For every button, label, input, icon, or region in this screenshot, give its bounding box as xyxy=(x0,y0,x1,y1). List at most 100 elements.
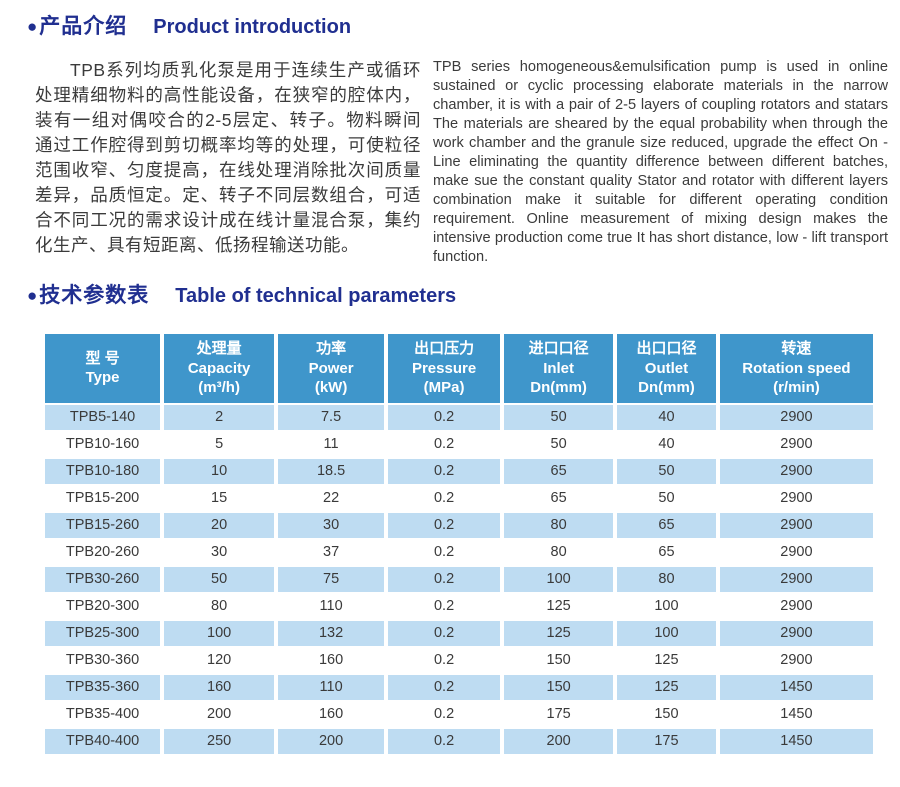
cell-rotation-speed: 2900 xyxy=(717,484,873,513)
column-header-inlet-unit-label: Dn(mm) xyxy=(530,379,587,396)
cell-pressure: 0.2 xyxy=(386,538,505,567)
cell-inlet: 200 xyxy=(502,727,618,756)
cell-outlet: 125 xyxy=(615,673,720,702)
cell-power: 18.5 xyxy=(276,457,389,486)
column-header-capacity-unit-label: (m³/h) xyxy=(198,379,240,396)
cell-power: 160 xyxy=(276,646,389,675)
column-header-rotation-speed-cn-label: 转速 xyxy=(781,340,812,357)
cell-inlet: 175 xyxy=(502,700,618,729)
technical-parameters-title-en: Table of technical parameters xyxy=(175,285,457,307)
column-header-rotation-speed-en-label: Rotation speed xyxy=(742,359,851,377)
column-header-outlet-unit-label: Dn(mm) xyxy=(638,379,695,396)
cell-type: TPB20-300 xyxy=(45,592,165,621)
cell-rotation-speed: 2900 xyxy=(717,457,873,486)
cell-pressure: 0.2 xyxy=(386,592,505,621)
column-header-outlet-en-label: Outlet xyxy=(644,359,689,377)
cell-inlet: 80 xyxy=(502,511,618,540)
cell-outlet: 100 xyxy=(615,619,720,648)
cell-inlet: 125 xyxy=(502,619,618,648)
column-header-type-cn-label: 型 号 xyxy=(85,349,120,367)
product-introduction-title-en: Product introduction xyxy=(153,16,352,38)
cell-rotation-speed: 2900 xyxy=(717,646,873,675)
cell-type: TPB10-160 xyxy=(45,430,165,459)
table-row-TPB30-360: TPB30-360 120 160 0.2 150 125 2900 xyxy=(45,646,873,675)
technical-parameters-table: 型 号 Type 处理量 Capacity (m³/h) 功率 Power (kW) 出口压力 P… xyxy=(45,334,873,756)
technical-parameters-title-cn: 技术参数表 xyxy=(39,284,150,307)
cell-capacity: 200 xyxy=(162,700,279,729)
table-row-TPB20-260: TPB20-260 30 37 0.2 80 65 2900 xyxy=(45,538,873,567)
cell-type: TPB40-400 xyxy=(45,727,165,756)
cell-power: 22 xyxy=(276,484,389,513)
cell-capacity: 15 xyxy=(162,484,279,513)
column-header-power-unit-label: (kW) xyxy=(314,379,348,396)
table-header-row: 型 号 Type 处理量 Capacity (m³/h) 功率 Power (kW) 出口压力 P… xyxy=(45,334,873,405)
cell-capacity: 5 xyxy=(162,430,279,459)
column-header-pressure-unit-label: (MPa) xyxy=(423,379,465,396)
column-header-type-en-label: Type xyxy=(85,369,120,387)
cell-outlet: 40 xyxy=(615,430,720,459)
cell-inlet: 125 xyxy=(502,592,618,621)
introduction-paragraph-english: TPB series homogeneous&emulsification pu… xyxy=(433,59,888,265)
cell-pressure: 0.2 xyxy=(386,673,505,702)
table-row-TPB15-260: TPB15-260 20 30 0.2 80 65 2900 xyxy=(45,511,873,540)
cell-capacity: 20 xyxy=(162,511,279,540)
cell-outlet: 65 xyxy=(615,511,720,540)
cell-inlet: 50 xyxy=(502,403,618,432)
cell-power: 200 xyxy=(276,727,389,756)
cell-outlet: 100 xyxy=(615,592,720,621)
table-row-TPB5-140: TPB5-140 2 7.5 0.2 50 40 2900 xyxy=(45,403,873,432)
column-header-power: 功率 Power (kW) xyxy=(276,334,389,405)
cell-type: TPB10-180 xyxy=(45,457,165,486)
cell-pressure: 0.2 xyxy=(386,484,505,513)
cell-pressure: 0.2 xyxy=(386,619,505,648)
cell-type: TPB15-200 xyxy=(45,484,165,513)
cell-rotation-speed: 1450 xyxy=(717,727,873,756)
cell-power: 110 xyxy=(276,673,389,702)
cell-type: TPB15-260 xyxy=(45,511,165,540)
cell-pressure: 0.2 xyxy=(386,457,505,486)
table-row-TPB25-300: TPB25-300 100 132 0.2 125 100 2900 xyxy=(45,619,873,648)
cell-rotation-speed: 2900 xyxy=(717,511,873,540)
cell-outlet: 40 xyxy=(615,403,720,432)
cell-rotation-speed: 2900 xyxy=(717,565,873,594)
introduction-columns: TPB系列均质乳化泵是用于连续生产或循环处理精细物料的高性能设备，在狭窄的腔体内… xyxy=(35,58,888,267)
column-header-rotation-speed: 转速 Rotation speed (r/min) xyxy=(717,334,873,405)
cell-inlet: 150 xyxy=(502,673,618,702)
table-row-TPB40-400: TPB40-400 250 200 0.2 200 175 1450 xyxy=(45,727,873,756)
column-header-pressure-en-label: Pressure xyxy=(411,359,477,377)
bullet-icon: ● xyxy=(27,17,38,36)
cell-inlet: 100 xyxy=(502,565,618,594)
column-header-inlet-cn-label: 进口口径 xyxy=(528,340,589,357)
cell-power: 110 xyxy=(276,592,389,621)
cell-pressure: 0.2 xyxy=(386,727,505,756)
column-header-capacity-en-label: Capacity xyxy=(187,359,251,377)
cell-type: TPB25-300 xyxy=(45,619,165,648)
cell-power: 30 xyxy=(276,511,389,540)
table-row-TPB20-300: TPB20-300 80 110 0.2 125 100 2900 xyxy=(45,592,873,621)
column-header-inlet: 进口口径 Inlet Dn(mm) xyxy=(502,334,618,405)
cell-pressure: 0.2 xyxy=(386,403,505,432)
cell-rotation-speed: 1450 xyxy=(717,673,873,702)
cell-rotation-speed: 2900 xyxy=(717,403,873,432)
column-header-capacity-cn-label: 处理量 xyxy=(196,340,242,357)
cell-power: 75 xyxy=(276,565,389,594)
cell-power: 37 xyxy=(276,538,389,567)
column-header-power-cn-label: 功率 xyxy=(316,340,347,357)
cell-pressure: 0.2 xyxy=(386,565,505,594)
product-introduction-title-cn: 产品介绍 xyxy=(39,15,128,38)
section-heading-product-introduction: ● 产品介绍 Product introduction xyxy=(27,0,900,43)
cell-capacity: 160 xyxy=(162,673,279,702)
cell-outlet: 50 xyxy=(615,484,720,513)
table-row-TPB35-400: TPB35-400 200 160 0.2 175 150 1450 xyxy=(45,700,873,729)
table-row-TPB30-260: TPB30-260 50 75 0.2 100 80 2900 xyxy=(45,565,873,594)
section-heading-technical-parameters: ● 技术参数表 Table of technical parameters xyxy=(27,281,900,312)
cell-inlet: 65 xyxy=(502,457,618,486)
column-header-pressure: 出口压力 Pressure (MPa) xyxy=(386,334,505,405)
cell-rotation-speed: 2900 xyxy=(717,538,873,567)
column-header-outlet: 出口口径 Outlet Dn(mm) xyxy=(615,334,720,405)
cell-inlet: 150 xyxy=(502,646,618,675)
cell-capacity: 250 xyxy=(162,727,279,756)
cell-type: TPB30-260 xyxy=(45,565,165,594)
table-row-TPB15-200: TPB15-200 15 22 0.2 65 50 2900 xyxy=(45,484,873,513)
